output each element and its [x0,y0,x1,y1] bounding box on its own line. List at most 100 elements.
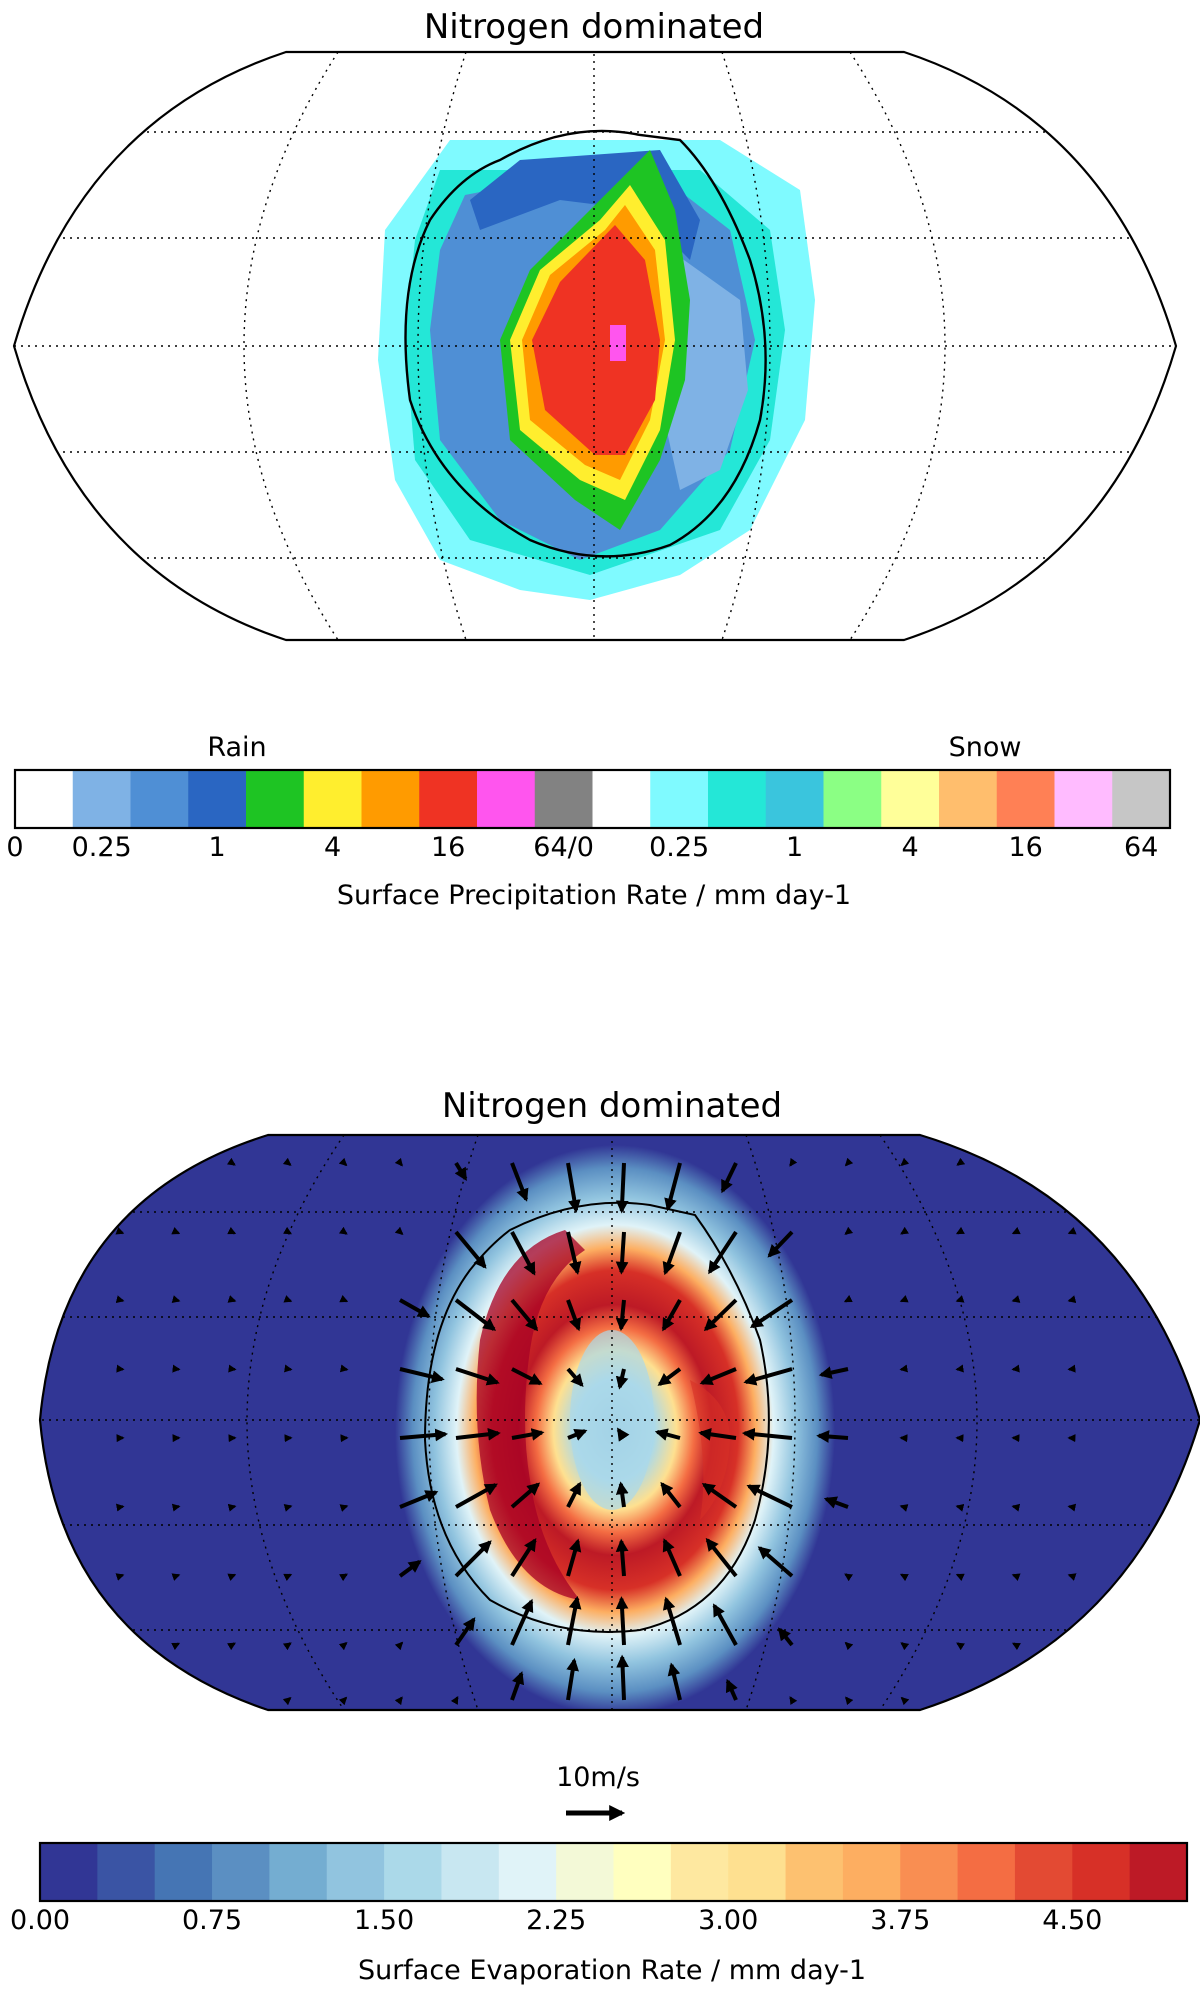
evap-map [0,1120,1200,1720]
wind-vector [288,1698,290,1700]
wind-vector [288,1232,291,1234]
evap-colorbar-tick-label: 3.00 [698,1905,758,1936]
wind-vector [344,1369,347,1370]
precip-colorbar-swatch [939,770,997,828]
precip-colorbar-tick-label: 64/0 [533,832,594,863]
precip-colorbar-label: Surface Precipitation Rate / mm day-1 [337,880,851,911]
wind-vector [957,1643,960,1645]
wind-vector [622,1163,624,1211]
wind-vector [819,1436,848,1438]
wind-vector [902,1643,904,1645]
wind-vector [120,1163,123,1164]
wind-vector [232,1698,234,1700]
wind-vector [176,1300,179,1301]
wind-vector [1013,1232,1016,1233]
wind-vector [845,1574,848,1576]
evap-colorbar [40,1843,1188,1901]
wind-vector [344,1698,346,1700]
precip-group-label-snow: Snow [949,732,1022,763]
precip-colorbar-tick-label: 16 [431,832,465,863]
precip-colorbar-swatch [131,770,189,828]
precip-colorbar-swatch [1112,770,1170,828]
wind-vector [790,1163,792,1165]
evap-colorbar-swatch [384,1843,442,1901]
evap-colorbar-swatch [614,1843,672,1901]
wind-vector [957,1575,960,1576]
wind-vector [120,1300,123,1301]
wind-vector [621,1232,624,1272]
evap-colorbar-swatch [212,1843,270,1901]
wind-vector [846,1643,848,1645]
wind-vector [120,1232,123,1233]
wind-vector [1013,1300,1016,1301]
wind-vector [1069,1506,1072,1507]
precip-map [0,40,1200,660]
precip-colorbar-swatch [1055,770,1113,828]
wind-vector [232,1232,235,1233]
wind-vector [901,1369,904,1370]
evap-panel: Nitrogen dominated [0,1086,1200,1986]
evap-colorbar-tick-label: 2.25 [526,1905,586,1936]
wind-vector [845,1300,848,1301]
evap-colorbar-swatch [900,1843,958,1901]
evap-colorbar-tick-label: 0.75 [182,1905,242,1936]
wind-vector [846,1698,848,1700]
wind-vector [790,1697,792,1700]
evap-colorbar-swatch [327,1843,385,1901]
wind-vector [120,1575,123,1576]
precip-colorbar-swatch [650,770,708,828]
wind-vector [288,1300,291,1301]
precip-colorbar [15,770,1171,828]
wind-vector [957,1300,960,1301]
precip-colorbar-swatch [477,770,535,828]
wind-vector [344,1163,346,1165]
evap-colorbar-swatch [843,1843,901,1901]
evap-colorbar-swatch [499,1843,557,1901]
wind-vector [288,1506,291,1507]
wind-vector [1013,1163,1016,1165]
wind-vector [120,1506,123,1507]
wind-vector [958,1698,960,1700]
wind-vector [176,1232,179,1233]
evap-colorbar-swatch [786,1843,844,1901]
wind-vector [1013,1644,1016,1645]
evap-colorbar-swatch [40,1843,98,1901]
wind-vector [901,1232,904,1234]
precip-colorbar-swatch [15,770,73,828]
wind-vector [902,1698,904,1700]
wind-vector [1013,1506,1016,1507]
precip-colorbar-tick-label: 4 [324,832,341,863]
precip-colorbar-swatch [73,770,131,828]
wind-vector [901,1575,904,1576]
evap-colorbar-label: Surface Evaporation Rate / mm day-1 [358,1955,866,1986]
wind-vector [232,1163,234,1165]
precip-group-label-rain: Rain [207,732,266,763]
wind-vector [344,1643,346,1645]
wind-vector [344,1232,346,1234]
wind-vector [400,1643,402,1645]
precip-colorbar-swatch [881,770,939,828]
precip-colorbar-swatch [362,770,420,828]
evap-colorbar-swatch [671,1843,729,1901]
evap-colorbar-swatch [1015,1843,1073,1901]
precip-colorbar-tick-label: 0.25 [649,832,709,863]
wind-vector [344,1300,347,1301]
wind-vector [344,1574,347,1576]
evap-colorbar-swatch [155,1843,213,1901]
wind-reference-label: 10m/s [556,1762,640,1793]
wind-vector [400,1163,402,1165]
wind-vector [1013,1575,1016,1576]
wind-vector [1069,1644,1072,1645]
wind-vector [1014,1698,1016,1700]
wind-vector [120,1644,123,1645]
wind-vector [288,1643,290,1645]
wind-vector [846,1163,848,1165]
wind-vector [232,1300,235,1301]
wind-vector [232,1575,235,1576]
wind-vector [1069,1300,1072,1301]
wind-vector [621,1541,624,1576]
wind-vector [622,1599,624,1645]
evap-colorbar-swatch [1130,1843,1188,1901]
